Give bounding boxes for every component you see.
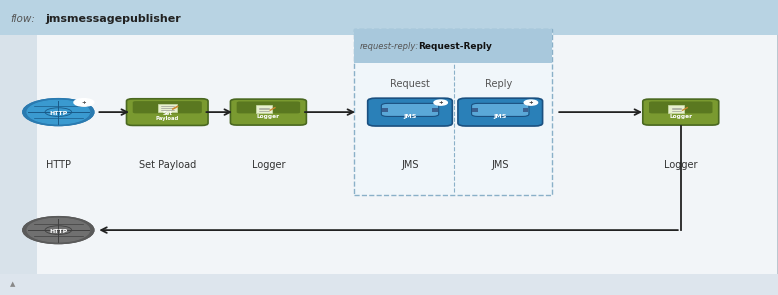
- FancyBboxPatch shape: [471, 103, 529, 117]
- Text: Request-Reply: Request-Reply: [418, 42, 492, 51]
- Text: HTTP: HTTP: [46, 160, 71, 170]
- Circle shape: [27, 218, 89, 242]
- Text: JMS: JMS: [493, 114, 507, 119]
- Text: JMS: JMS: [492, 160, 509, 170]
- FancyBboxPatch shape: [523, 108, 528, 112]
- Text: Logger: Logger: [669, 114, 692, 119]
- Circle shape: [23, 99, 94, 126]
- Text: Set Payload: Set Payload: [138, 160, 196, 170]
- Text: ▲: ▲: [10, 281, 16, 287]
- Text: Set
Payload: Set Payload: [156, 111, 179, 122]
- FancyBboxPatch shape: [0, 35, 37, 274]
- Text: HTTP: HTTP: [49, 229, 68, 234]
- Text: Logger: Logger: [257, 114, 280, 119]
- Text: jmsmessagepublisher: jmsmessagepublisher: [45, 14, 180, 24]
- FancyBboxPatch shape: [354, 30, 552, 63]
- Text: request-reply:: request-reply:: [359, 42, 419, 51]
- FancyBboxPatch shape: [0, 274, 778, 295]
- FancyBboxPatch shape: [256, 105, 272, 113]
- FancyBboxPatch shape: [368, 98, 452, 126]
- FancyBboxPatch shape: [668, 105, 684, 113]
- FancyBboxPatch shape: [158, 104, 177, 112]
- Text: Request: Request: [390, 79, 429, 89]
- FancyBboxPatch shape: [230, 99, 307, 125]
- Text: +: +: [528, 100, 533, 105]
- Text: JMS: JMS: [401, 160, 419, 170]
- Circle shape: [27, 100, 89, 124]
- Text: Reply: Reply: [485, 79, 513, 89]
- FancyBboxPatch shape: [0, 0, 778, 35]
- Text: JMS: JMS: [403, 114, 417, 119]
- FancyBboxPatch shape: [133, 101, 202, 113]
- FancyBboxPatch shape: [649, 101, 713, 113]
- Text: flow:: flow:: [10, 14, 35, 24]
- FancyBboxPatch shape: [127, 99, 208, 125]
- Circle shape: [434, 100, 447, 105]
- Text: Logger: Logger: [251, 160, 286, 170]
- FancyBboxPatch shape: [382, 108, 387, 112]
- FancyBboxPatch shape: [643, 99, 719, 125]
- Text: +: +: [438, 100, 443, 105]
- FancyBboxPatch shape: [237, 101, 300, 113]
- Circle shape: [74, 99, 94, 106]
- Circle shape: [524, 100, 538, 105]
- FancyBboxPatch shape: [458, 98, 542, 126]
- FancyBboxPatch shape: [433, 108, 438, 112]
- FancyBboxPatch shape: [472, 108, 478, 112]
- Circle shape: [23, 217, 94, 244]
- Text: HTTP: HTTP: [49, 111, 68, 116]
- Text: +: +: [82, 100, 86, 105]
- Text: Logger: Logger: [664, 160, 698, 170]
- FancyBboxPatch shape: [381, 103, 439, 117]
- Bar: [354, 30, 552, 195]
